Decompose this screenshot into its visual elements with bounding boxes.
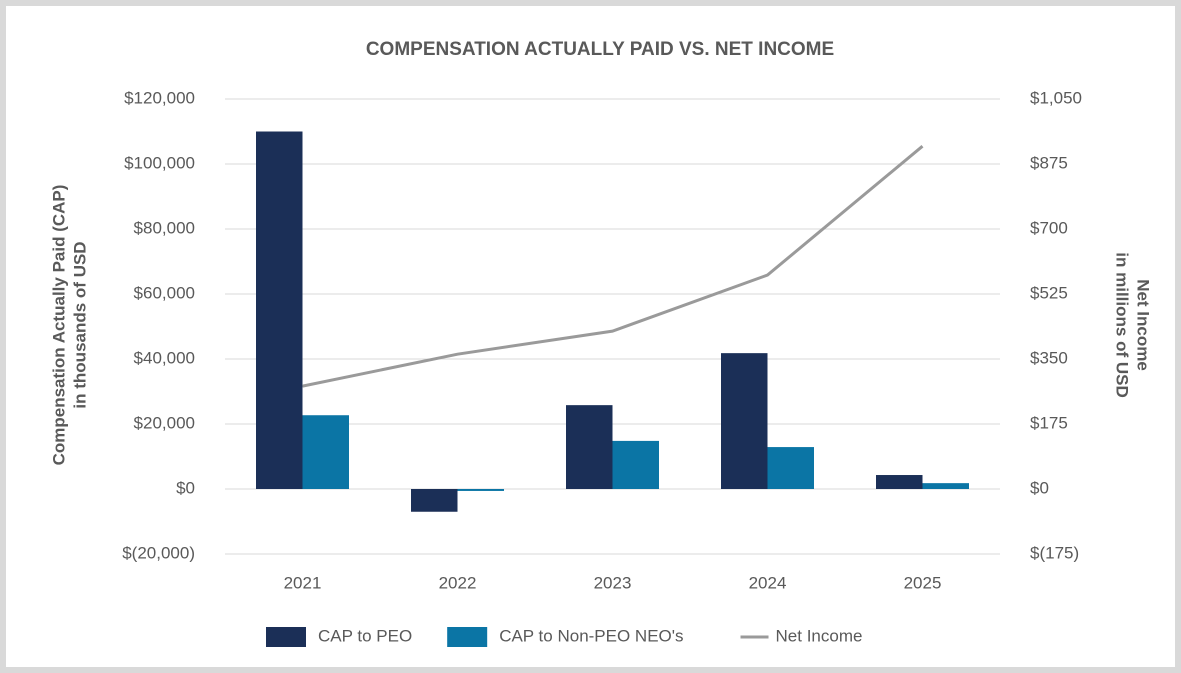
y2-tick-label: $350 (1030, 348, 1068, 367)
y2-tick-label: $700 (1030, 218, 1068, 237)
y-axis-label: Compensation Actually Paid (CAP) in thou… (49, 185, 89, 466)
bar (721, 353, 768, 489)
y-tick-label: $80,000 (134, 218, 195, 237)
bar (876, 475, 923, 489)
y2-axis-label-line: Net Income (1134, 279, 1153, 371)
y2-tick-label: $875 (1030, 153, 1068, 172)
y-tick-label: $0 (176, 478, 195, 497)
y-tick-label: $60,000 (134, 283, 195, 302)
line (302, 145, 924, 388)
y-tick-label: $100,000 (124, 153, 195, 172)
legend-label: CAP to Non-PEO NEO's (499, 626, 683, 645)
bar (767, 447, 814, 489)
y-tick-label: $40,000 (134, 348, 195, 367)
legend-swatch (447, 627, 488, 647)
y2-axis-label-line: in millions of USD (1113, 252, 1132, 397)
bar (302, 415, 349, 489)
legend-label: CAP to PEO (318, 626, 412, 645)
bar (922, 483, 969, 489)
y2-axis-label: Net Income in millions of USD (1113, 252, 1153, 397)
bar (566, 405, 613, 489)
y2-tick-label: $(175) (1030, 543, 1079, 562)
x-tick-label: 2022 (439, 573, 477, 592)
y2-tick-label: $175 (1030, 413, 1068, 432)
legend-label: Net Income (776, 626, 863, 645)
bar (256, 131, 303, 489)
x-tick-label: 2021 (284, 573, 322, 592)
x-tick-label: 2023 (594, 573, 632, 592)
y-axis-label-line: Compensation Actually Paid (CAP) (49, 185, 68, 466)
y-tick-label: $120,000 (124, 88, 195, 107)
y-tick-label: $20,000 (134, 413, 195, 432)
x-tick-label: 2024 (749, 573, 787, 592)
bar (411, 489, 458, 512)
x-tick-label: 2025 (904, 573, 942, 592)
y2-tick-label: $0 (1030, 478, 1049, 497)
y-axis-label-line: in thousands of USD (70, 241, 89, 408)
legend-swatch (266, 627, 306, 647)
y-tick-label: $(20,000) (122, 543, 195, 562)
y2-tick-label: $1,050 (1030, 88, 1082, 107)
chart-title: COMPENSATION ACTUALLY PAID VS. NET INCOM… (366, 39, 834, 60)
y2-tick-label: $525 (1030, 283, 1068, 302)
bar (457, 489, 504, 491)
bar (612, 440, 659, 489)
